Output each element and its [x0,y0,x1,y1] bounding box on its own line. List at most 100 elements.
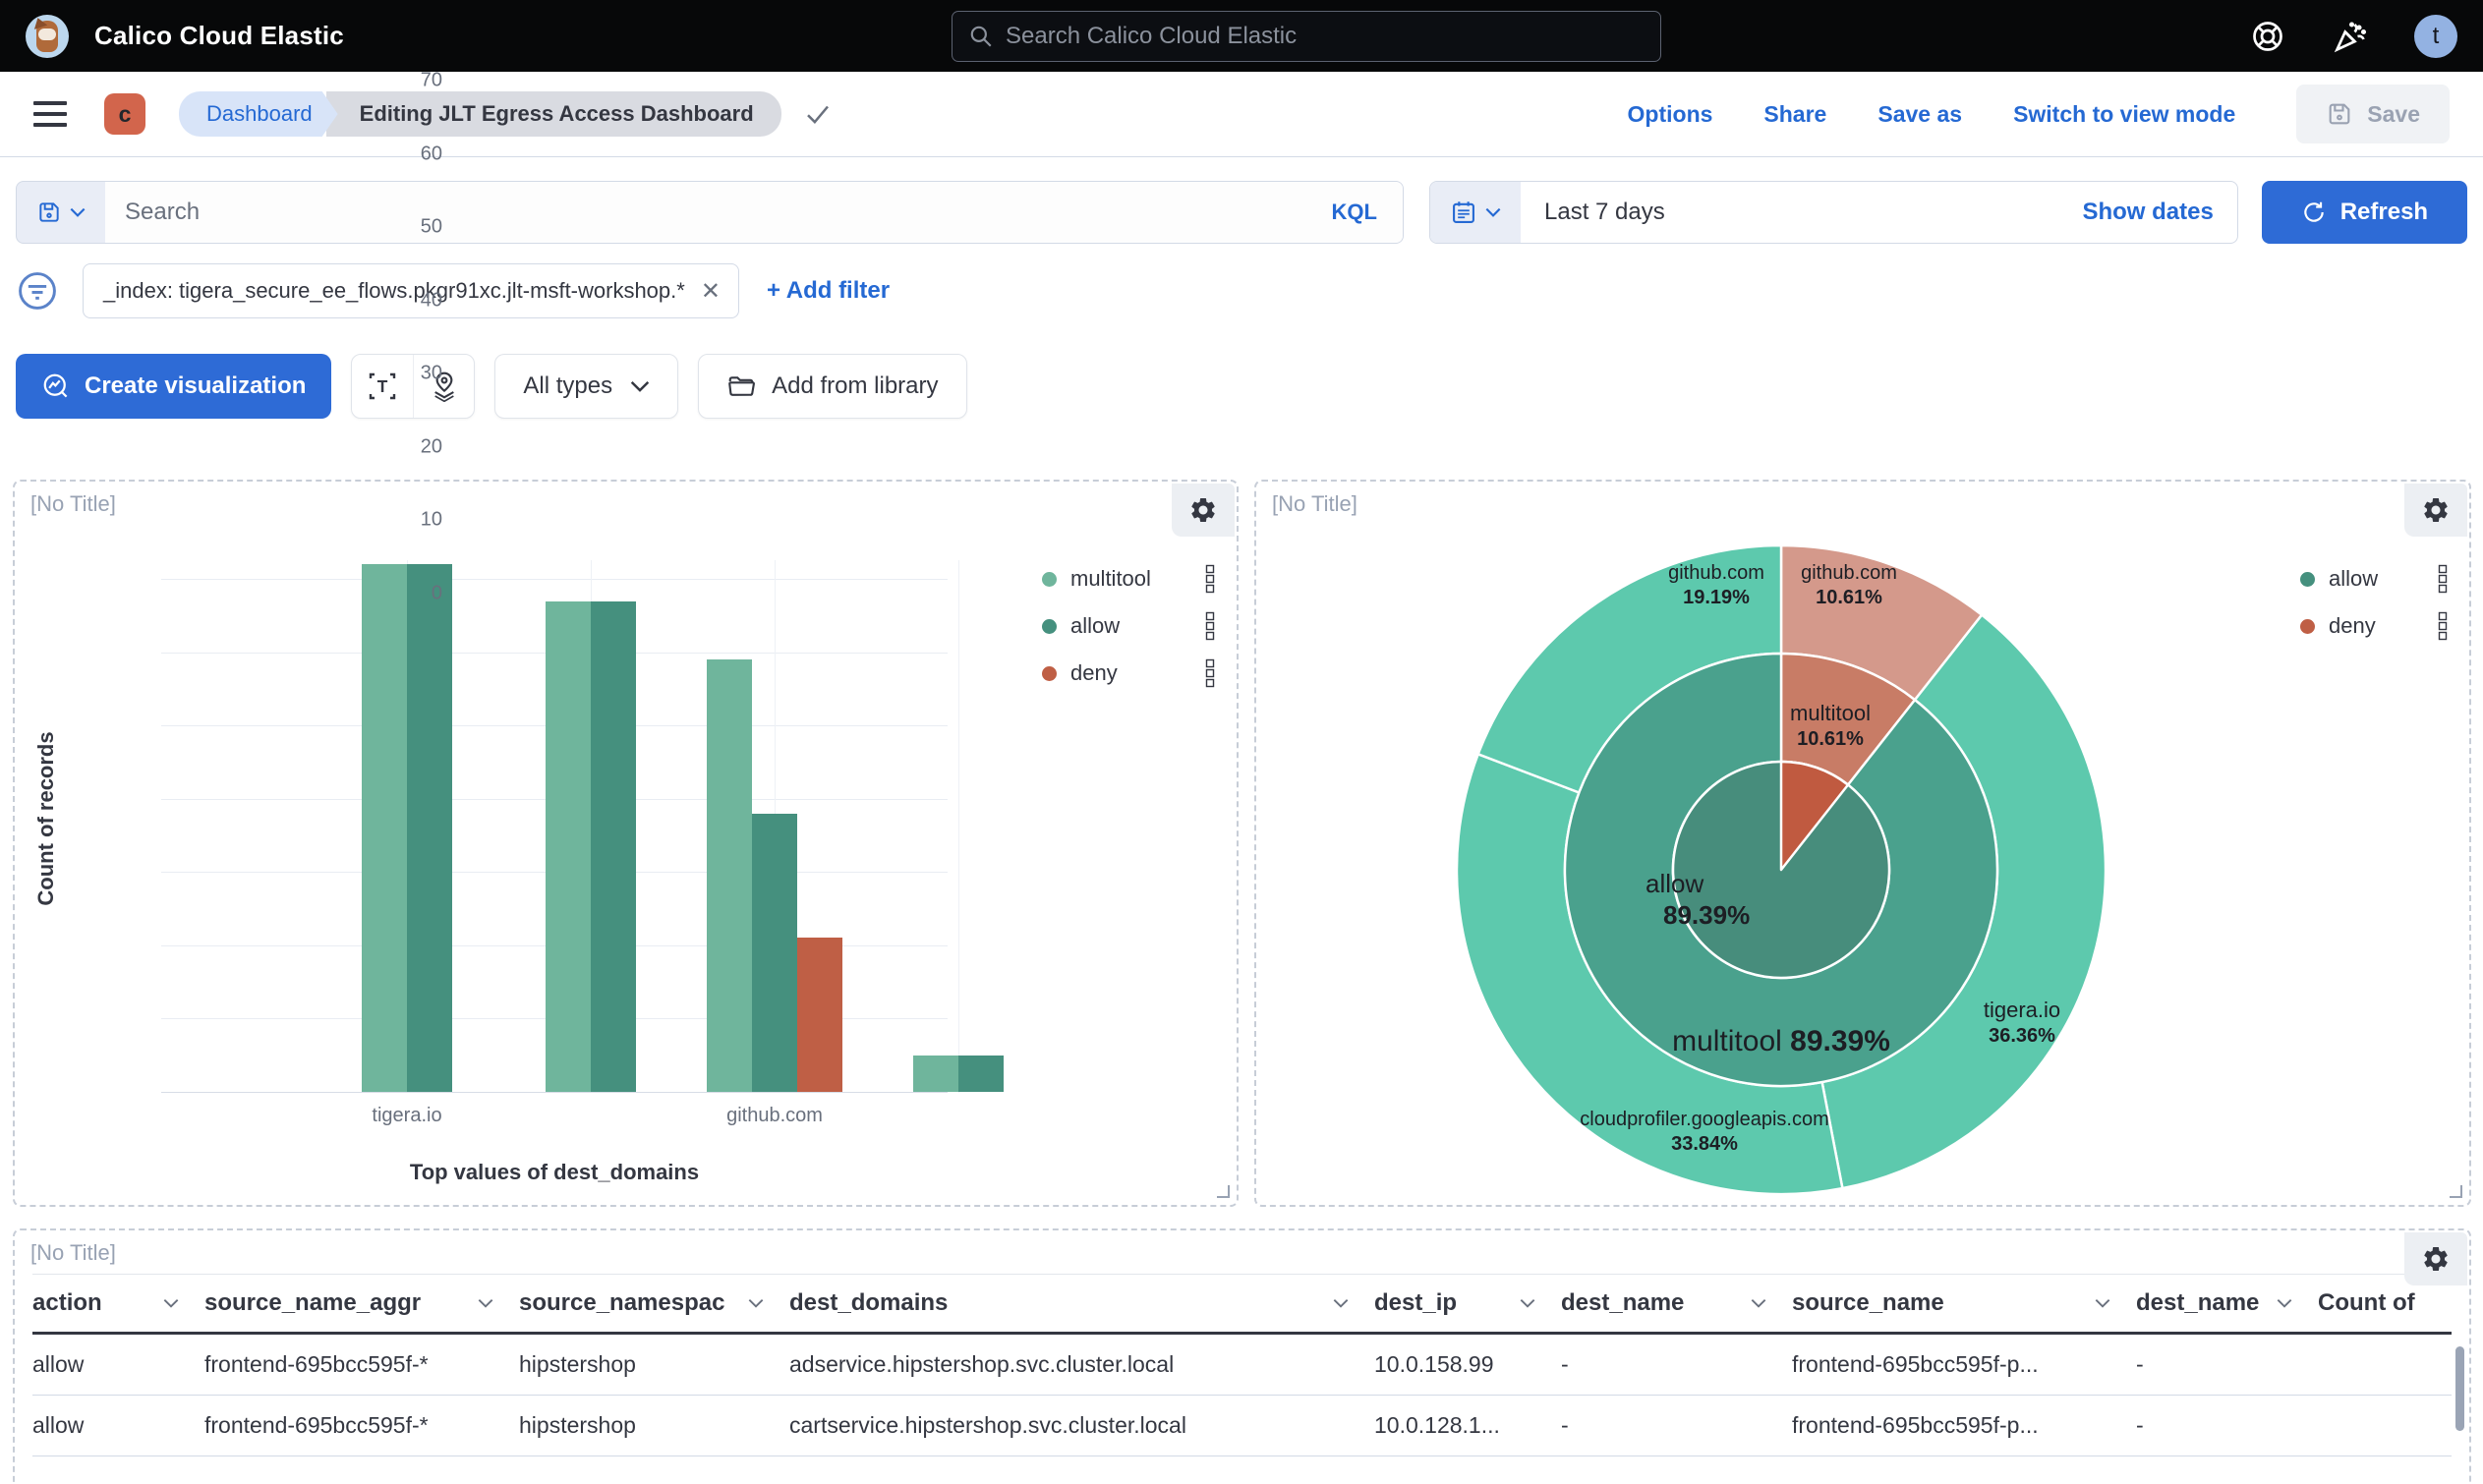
table-scrollbar[interactable] [2455,1346,2464,1431]
cell-dest-domains: cartservice.hipstershop.svc.cluster.loca… [789,1412,1186,1438]
cell-count [2318,1396,2455,1455]
options-button[interactable]: Options [1627,100,1713,127]
lens-chart-icon [43,373,68,398]
date-range-value[interactable]: Last 7 days [1544,199,1665,225]
column-header-dest-domains[interactable]: dest_domains [789,1275,1374,1332]
bar-multitool[interactable] [913,1055,958,1092]
remove-filter-icon[interactable]: ✕ [700,277,721,305]
panel-title: [No Title] [30,491,116,516]
column-header-action[interactable]: action [32,1275,204,1332]
breadcrumb-current: Editing JLT Egress Access Dashboard [325,91,781,137]
query-search-input[interactable]: Search KQL [105,182,1403,243]
all-types-dropdown[interactable]: All types [494,354,679,419]
panel-settings-button[interactable] [2404,1232,2467,1285]
search-icon [968,24,994,49]
bar-allow[interactable] [407,564,452,1092]
panel-settings-button[interactable] [1172,484,1235,537]
date-quick-menu-button[interactable] [1430,182,1521,243]
filter-pill-label: _index: tigera_secure_ee_flows.pkgr91xc.… [103,278,685,303]
column-header-dest-name[interactable]: dest_name [1561,1275,1792,1332]
legend-actions-icon[interactable] [1205,611,1215,641]
legend-item-allow[interactable]: allow [1042,611,1215,641]
panel-resize-handle[interactable] [2448,1183,2463,1199]
breadcrumb: Dashboard Editing JLT Egress Access Dash… [179,91,833,137]
help-icon[interactable] [2249,18,2286,55]
user-avatar[interactable]: t [2414,14,2457,58]
menu-icon[interactable] [33,101,67,127]
column-header-count[interactable]: Count of [2318,1289,2415,1316]
bar-allow[interactable] [958,1055,1004,1092]
filter-pill-index[interactable]: _index: tigera_secure_ee_flows.pkgr91xc.… [83,263,739,318]
chevron-down-icon [70,207,86,217]
create-visualization-button[interactable]: Create visualization [16,354,332,419]
bar-allow[interactable] [591,600,636,1092]
chevron-down-icon [163,1299,179,1308]
datatable-panel: [No Title] action source_name_aggr sourc… [13,1228,2471,1484]
global-search-input[interactable]: Search Calico Cloud Elastic [952,11,1661,62]
legend-actions-icon[interactable] [1205,564,1215,594]
column-header-dest-ip[interactable]: dest_ip [1374,1275,1561,1332]
cell-source-name-aggr: frontend-695bcc595f-* [204,1351,429,1377]
date-picker: Last 7 days Show dates [1429,181,2238,244]
bar-allow[interactable] [752,813,797,1092]
y-tick: 50 [420,215,442,238]
news-popper-icon[interactable] [2332,18,2369,55]
bar-multitool[interactable] [546,600,591,1092]
table-row[interactable]: allow frontend-695bcc595f-* hipstershop … [32,1335,2452,1396]
column-header-source-namespace[interactable]: source_namespac [519,1275,789,1332]
gear-icon [2424,1247,2448,1271]
x-tick-tigera: tigera.io [372,1105,442,1126]
legend-actions-icon[interactable] [1205,658,1215,688]
save-as-button[interactable]: Save as [1877,100,1963,127]
add-from-library-label: Add from library [772,372,939,399]
bar-multitool[interactable] [707,659,752,1092]
column-header-source-name[interactable]: source_name [1792,1275,2136,1332]
dashboard-nav-bar: c Dashboard Editing JLT Egress Access Da… [0,72,2483,157]
table-row[interactable]: allow frontend-695bcc595f-* hipstershop … [32,1396,2452,1456]
legend-dot [1042,571,1057,587]
y-tick: 40 [420,289,442,312]
saved-query-menu-button[interactable] [17,182,105,243]
sunburst-label-multitool-allow: multitool 89.39% [1672,1025,1890,1057]
panel-resize-handle[interactable] [1215,1183,1231,1199]
show-dates-button[interactable]: Show dates [2082,199,2214,225]
add-from-library-button[interactable]: Add from library [698,354,967,419]
breadcrumb-dashboard[interactable]: Dashboard [179,91,338,137]
gear-icon [1191,498,1215,522]
maps-marker-icon[interactable] [413,355,474,418]
sunburst-chart: github.com 19.19% github.com 10.61% mult… [1437,526,2125,1214]
panel-settings-button[interactable] [2404,484,2467,537]
edit-toolbar: Create visualization T All types Add fro… [16,354,2467,419]
add-filter-button[interactable]: + Add filter [766,277,891,304]
bar-group-tigera [362,564,452,1092]
filter-icon[interactable] [16,269,59,313]
legend-actions-icon[interactable] [2438,611,2448,641]
save-button[interactable]: Save [2296,85,2450,143]
cell-source-name-aggr: frontend-695bcc595f-* [204,1412,429,1438]
cell-dest-ip: 10.0.158.99 [1374,1351,1494,1377]
column-header-dest-name-2[interactable]: dest_name [2136,1275,2318,1332]
cell-source-name: frontend-695bcc595f-p... [1792,1412,2039,1438]
refresh-button[interactable]: Refresh [2261,181,2467,244]
legend-item-multitool[interactable]: multitool [1042,564,1215,594]
bar-multitool[interactable] [362,564,407,1092]
query-bar-row: Search KQL Last 7 days Show dates Refres… [16,181,2467,244]
bar-group-github [707,659,842,1092]
text-annotation-icon[interactable]: T [352,355,413,418]
legend-item-allow[interactable]: allow [2300,564,2448,594]
gear-icon [2424,498,2448,522]
column-header-source-name-aggr[interactable]: source_name_aggr [204,1275,519,1332]
legend-item-deny[interactable]: deny [1042,658,1215,688]
legend-item-deny[interactable]: deny [2300,611,2448,641]
cell-dest-ip: 10.0.128.1... [1374,1412,1500,1438]
legend-actions-icon[interactable] [2438,564,2448,594]
switch-view-mode-button[interactable]: Switch to view mode [2013,100,2236,127]
global-search-placeholder: Search Calico Cloud Elastic [1006,23,1298,49]
kql-language-button[interactable]: KQL [1331,200,1377,224]
cell-source-namespace: hipstershop [519,1412,636,1438]
slice-deny[interactable] [1779,760,1850,872]
space-badge[interactable]: c [104,93,145,135]
bar-deny[interactable] [797,938,842,1092]
all-types-label: All types [523,372,613,399]
share-button[interactable]: Share [1763,100,1827,127]
